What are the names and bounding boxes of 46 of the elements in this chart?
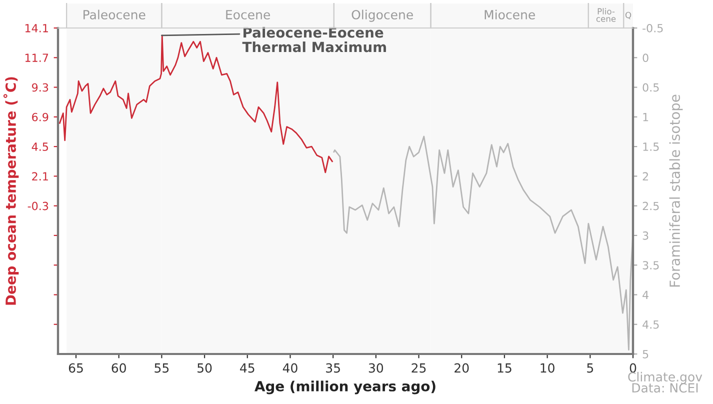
text: Data: NCEI	[632, 383, 698, 393]
x-axis-title: Age (million years ago)	[254, 380, 436, 394]
band-label: Miocene	[484, 10, 535, 20]
y2-tick-label: 4	[642, 290, 648, 299]
band-label: Plio- cene	[596, 8, 616, 22]
y-tick-label: 11.7	[25, 54, 48, 62]
y2-tick-label: 2.5	[642, 202, 659, 210]
line-series	[333, 136, 633, 351]
y2-tick-label: 5	[642, 350, 648, 358]
y2-tick-label: 4.5	[642, 320, 659, 329]
x-tick-label: 50	[198, 363, 212, 373]
band-label: Paleocene	[84, 10, 146, 20]
y-tick-label: -0.3	[28, 202, 48, 210]
text: Climate.gov	[628, 372, 702, 384]
y2-tick-label: 1.5	[643, 142, 659, 151]
x-tick-label: 20	[454, 363, 469, 373]
y2-tick-label: 1	[643, 113, 648, 122]
x-tick-label: 55	[154, 363, 169, 373]
y2-tick-label: 3	[642, 231, 648, 240]
y-tick-label: 6.9	[32, 112, 48, 122]
y2-tick-label: 2	[642, 172, 648, 180]
x-tick-label: 0	[630, 363, 636, 373]
band-label: Eocene	[226, 10, 270, 20]
y2-tick-label: 0	[642, 54, 648, 62]
x-tick-label: 25	[412, 363, 426, 373]
y2-tick-label: -0.5	[642, 24, 663, 32]
y-tick-label: 2.1	[32, 172, 48, 180]
x-tick-label: 5	[587, 363, 594, 373]
y2-tick-label: 0.5	[642, 83, 659, 92]
y-axis-title: Deep ocean temperature (˚C)	[3, 77, 19, 305]
annotation: Paleocene-Eocene Thermal Maximum	[242, 26, 386, 52]
y-tick-label: 14.1	[25, 24, 48, 32]
x-tick-label: 40	[282, 363, 298, 373]
x-tick-label: 10	[540, 363, 554, 373]
y-tick-label: 4.5	[32, 142, 48, 151]
x-tick-label: 15	[498, 363, 512, 373]
x-tick-label: 30	[368, 363, 384, 373]
x-tick-label: 65	[68, 363, 83, 373]
y-tick-label: 9.3	[32, 83, 48, 92]
y2-axis-title: Foraminiferal stable isotope	[669, 94, 683, 287]
x-tick-label: 60	[112, 363, 126, 373]
x-tick-label: 45	[240, 363, 254, 373]
y2-tick-label: 3.5	[642, 261, 659, 270]
x-tick-label: 35	[326, 363, 340, 373]
band-label: Oligocene	[352, 10, 413, 22]
band-label: Q	[625, 12, 632, 20]
